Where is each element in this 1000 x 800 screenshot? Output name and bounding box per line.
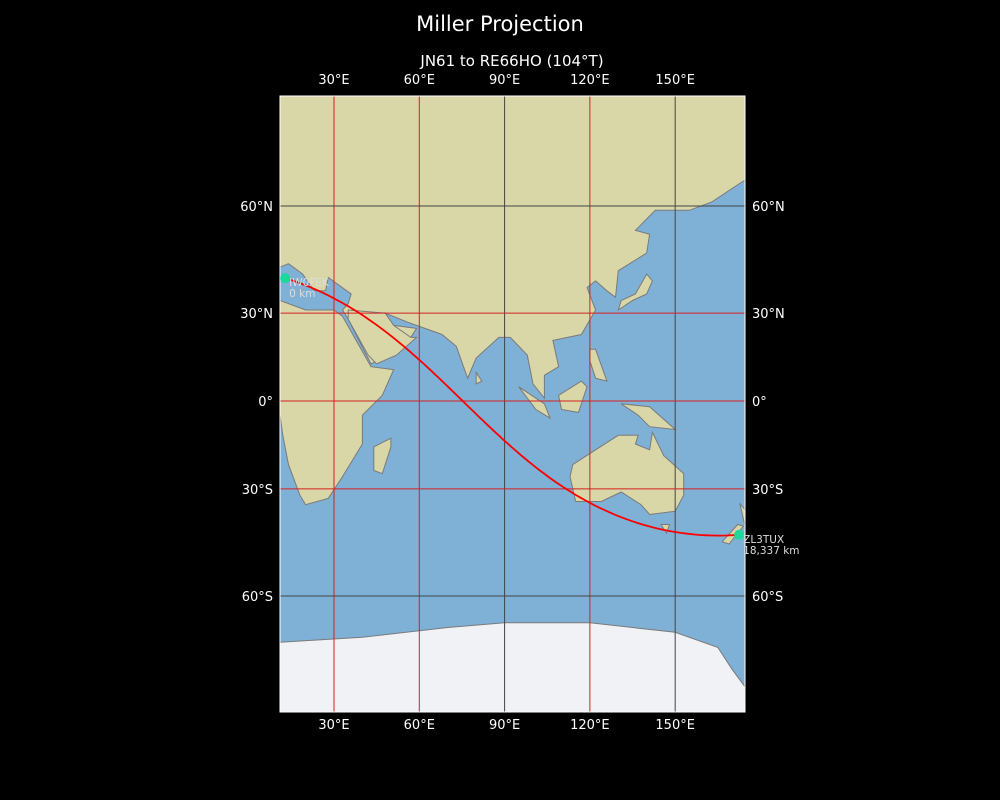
landmass-borneo	[558, 380, 588, 413]
start-distance: 0 km	[289, 288, 315, 300]
lon-tick-label: 120°E	[570, 718, 610, 733]
start-marker[interactable]	[280, 273, 291, 284]
lat-tick-label: 30°N	[752, 307, 785, 322]
land-layer	[280, 96, 745, 712]
lon-tick-label: 150°E	[655, 73, 695, 88]
landmass-japan	[617, 273, 653, 312]
map-subtitle: JN61 to RE66HO (104°T)	[420, 52, 604, 70]
landmass-antarctica	[280, 622, 745, 712]
landmass-srilanka	[475, 370, 483, 385]
landmass-tasmania	[660, 524, 671, 535]
lat-tick-label: 30°N	[240, 307, 273, 322]
landmass-eurasia	[280, 96, 745, 400]
end-distance: 18,337 km	[743, 545, 799, 557]
lat-tick-label: 30°S	[752, 483, 783, 498]
lat-tick-label: 0°	[752, 395, 767, 410]
gridlines	[280, 96, 745, 712]
lon-tick-label: 120°E	[570, 73, 610, 88]
lon-tick-label: 90°E	[489, 73, 520, 88]
lat-tick-label: 30°S	[242, 483, 273, 498]
lat-tick-label: 60°S	[752, 590, 783, 605]
lon-tick-label: 150°E	[655, 718, 695, 733]
start-callsign: IW0FEK	[289, 277, 330, 289]
landmass-newzealand-north	[739, 502, 745, 527]
figure-title: Miller Projection	[416, 12, 584, 36]
end-callsign: ZL3TUX	[743, 534, 784, 546]
landmass-australia	[569, 430, 685, 516]
lon-tick-label: 60°E	[404, 718, 435, 733]
great-circle-path	[284, 277, 740, 537]
landmass-newguinea	[620, 403, 677, 431]
lon-tick-label: 30°E	[318, 718, 349, 733]
landmass-africa	[280, 290, 395, 506]
end-marker[interactable]	[734, 529, 745, 540]
lat-tick-label: 60°S	[242, 590, 273, 605]
landmass-arabia	[347, 309, 418, 365]
landmass-sumatra	[518, 386, 552, 420]
lon-tick-label: 30°E	[318, 73, 349, 88]
landmass-madagascar	[373, 437, 392, 475]
map-frame	[279, 95, 746, 713]
tick-labels: 30°E 30°E 60°E 60°E 90°E 90°E 120°E 120°E 150°E 1…	[240, 73, 785, 733]
lon-tick-label: 60°E	[404, 73, 435, 88]
lat-tick-label: 60°N	[240, 200, 273, 215]
lat-tick-label: 60°N	[752, 200, 785, 215]
lat-tick-label: 0°	[258, 395, 273, 410]
lon-tick-label: 90°E	[489, 718, 520, 733]
